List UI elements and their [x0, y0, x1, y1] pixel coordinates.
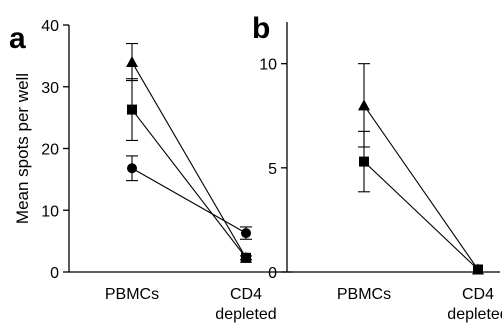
series-line — [131, 109, 247, 259]
data-point-square — [127, 104, 137, 115]
data-point-square — [241, 252, 251, 263]
y-tick-label: 0 — [268, 265, 277, 282]
series-line — [363, 105, 479, 270]
y-tick-label: 5 — [268, 161, 277, 178]
y-tick-label: 10 — [259, 57, 277, 74]
series-line — [363, 161, 479, 270]
data-point-triangle — [358, 99, 370, 111]
data-point-triangle — [126, 56, 138, 68]
series-line — [131, 61, 247, 259]
panel-letter: b — [252, 12, 270, 45]
data-point-square — [359, 156, 369, 167]
x-tick-label: PBMCs — [105, 286, 159, 303]
y-axis-label: Mean spots per well — [13, 73, 32, 224]
y-tick-label: 30 — [41, 80, 59, 97]
y-tick-label: 20 — [41, 142, 59, 159]
y-tick-label: 10 — [41, 203, 59, 220]
data-point-circle — [127, 163, 137, 174]
series-line — [131, 167, 247, 234]
panel-letter: a — [9, 22, 26, 55]
data-point-circle — [241, 228, 251, 239]
panel-a: a 0 10 20 30 40 PBMCs CD4 depleted Mean spots per… — [9, 18, 292, 323]
y-tick-label: 40 — [41, 18, 59, 35]
data-point-square — [473, 264, 483, 275]
y-tick-label: 0 — [50, 265, 59, 282]
x-tick-label: PBMCs — [337, 286, 391, 303]
